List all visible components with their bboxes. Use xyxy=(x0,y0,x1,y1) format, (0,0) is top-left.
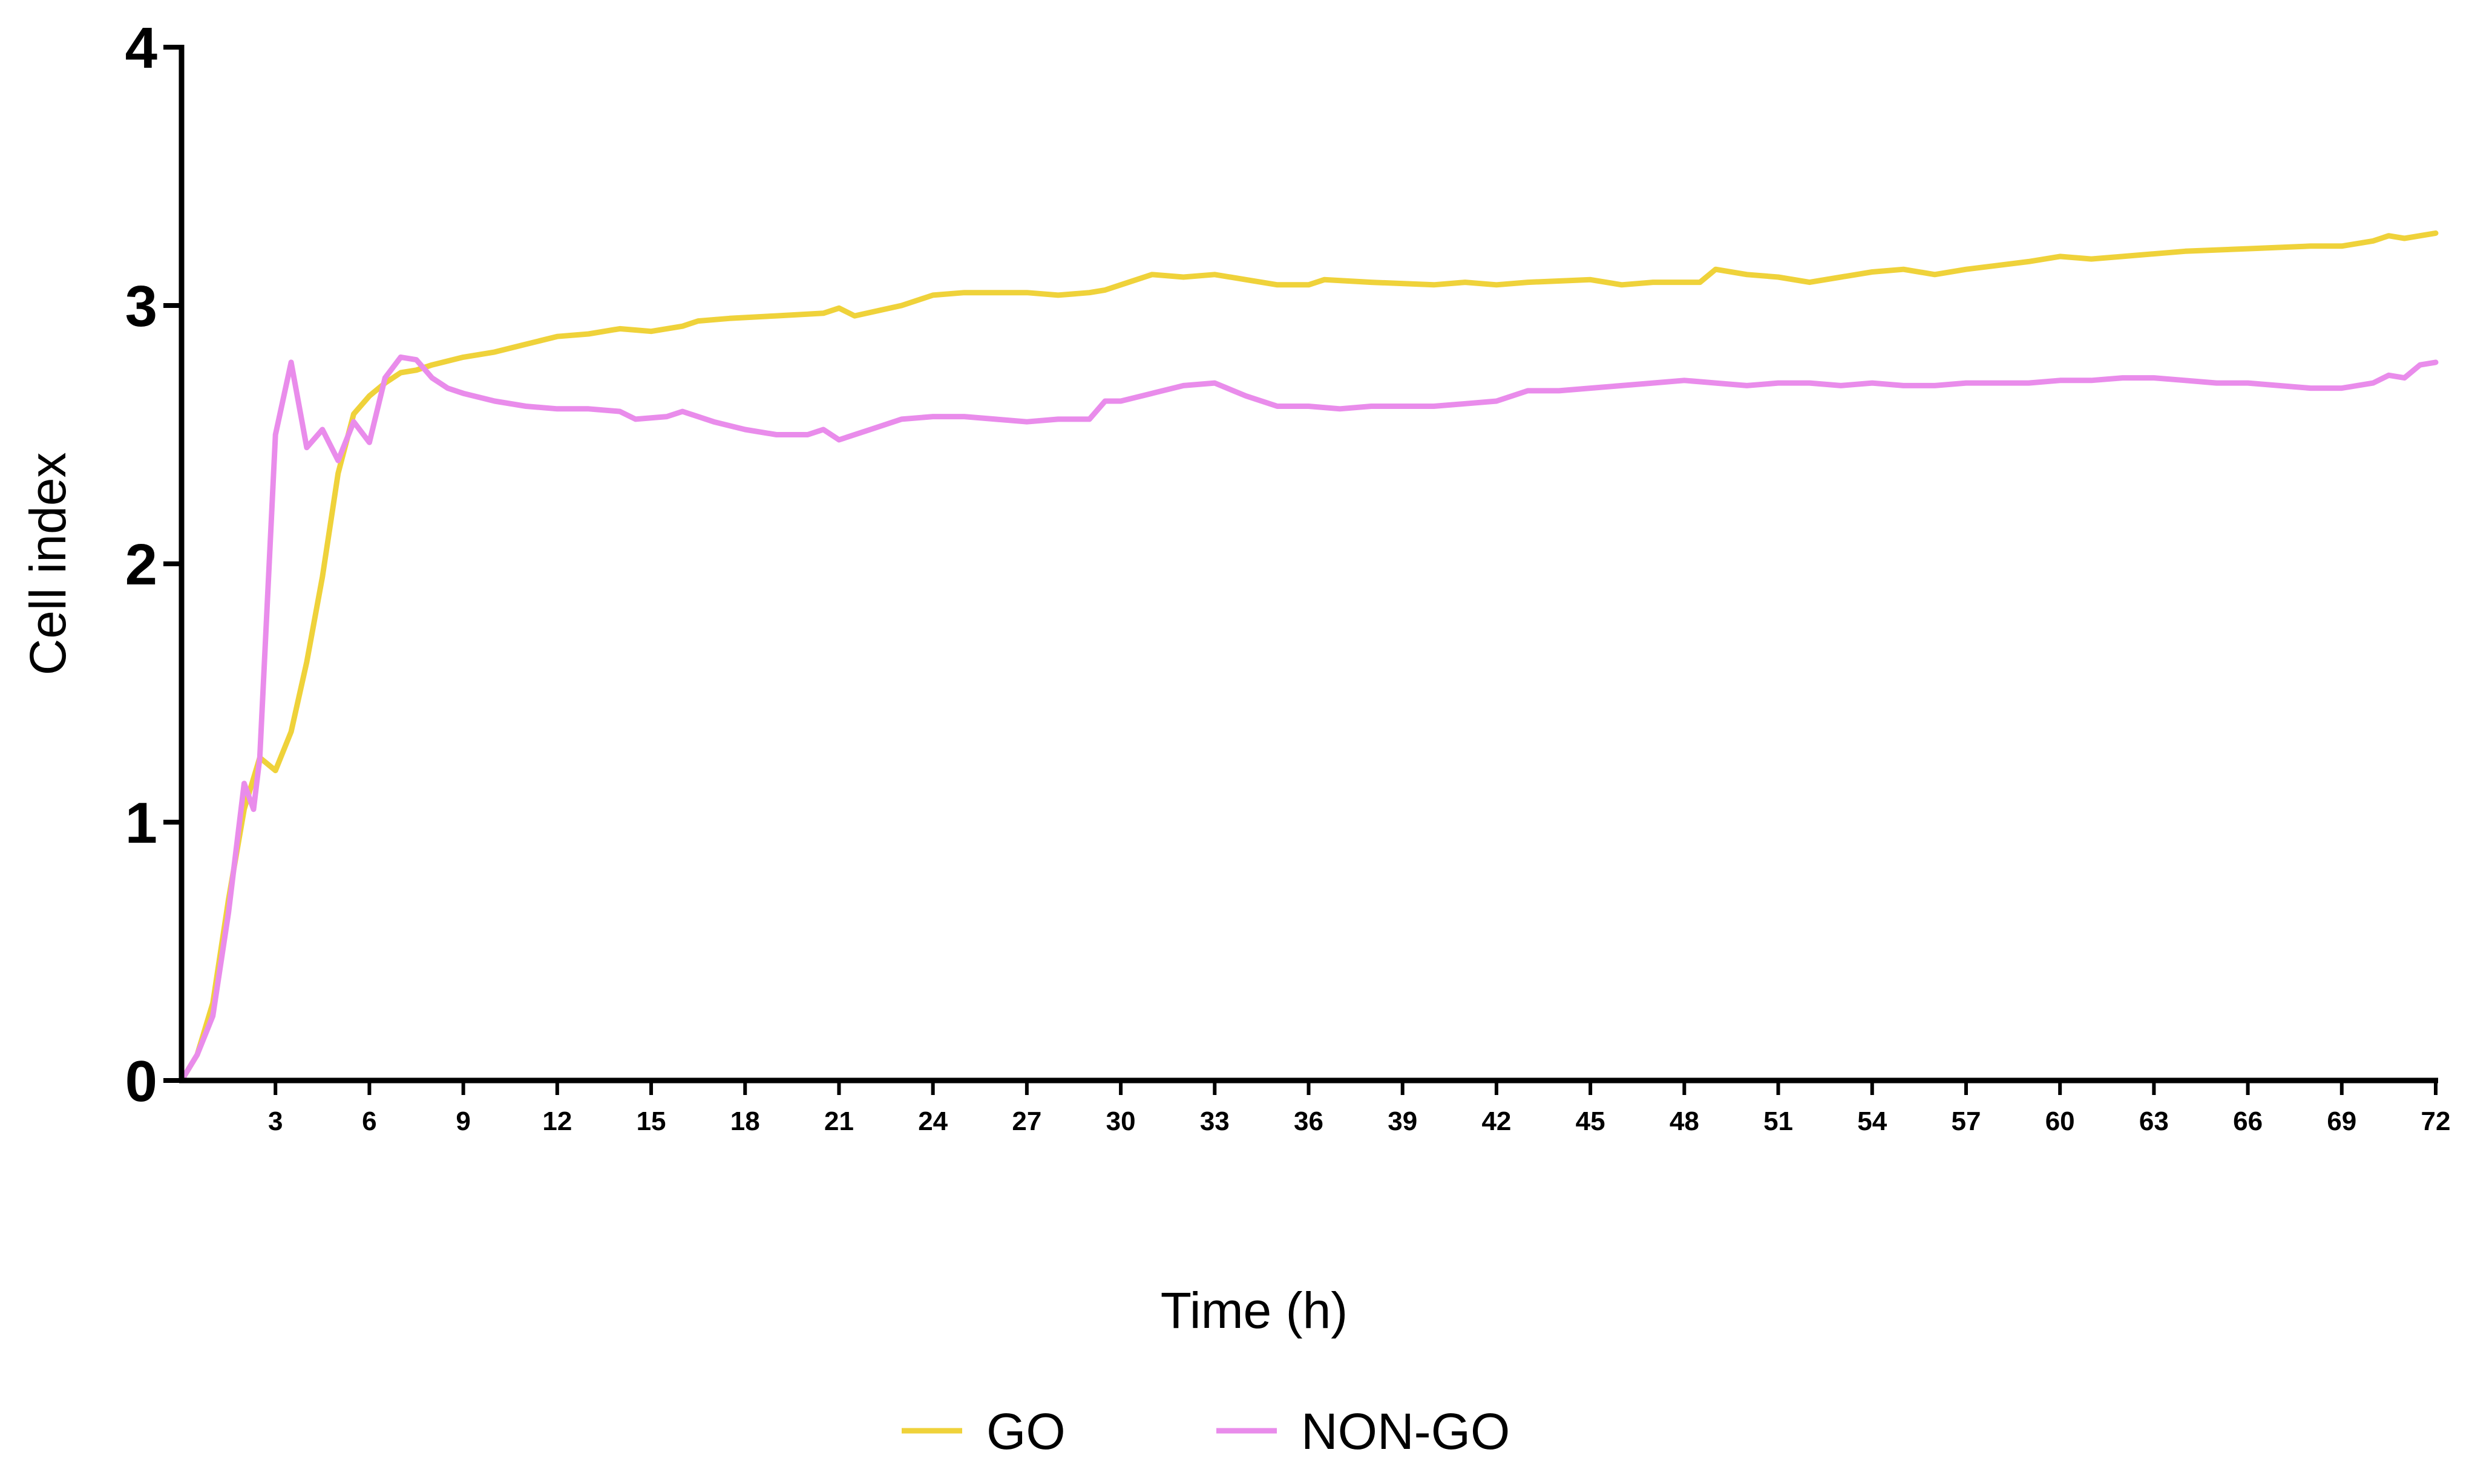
axis-labels: Cell index Time (h) xyxy=(19,453,1348,1339)
y-tick-label: 1 xyxy=(125,791,157,855)
plot-area xyxy=(179,230,2439,1084)
x-tick-label: 39 xyxy=(1388,1106,1417,1136)
legend: GO NON-GO xyxy=(902,1403,1510,1460)
x-tick-label: 63 xyxy=(2139,1106,2169,1136)
y-axis-title: Cell index xyxy=(19,453,76,676)
x-tick-label: 12 xyxy=(542,1106,572,1136)
y-tick-label: 3 xyxy=(125,274,157,339)
x-tick-label: 3 xyxy=(268,1106,283,1136)
series-line-go xyxy=(179,230,2439,1084)
x-axis-title: Time (h) xyxy=(1161,1282,1348,1339)
x-tick-label: 66 xyxy=(2233,1106,2263,1136)
x-tick-label: 45 xyxy=(1576,1106,1605,1136)
x-tick-label: 33 xyxy=(1200,1106,1230,1136)
x-tick-label: 15 xyxy=(637,1106,666,1136)
x-tick-label: 21 xyxy=(824,1106,854,1136)
y-tick-label: 2 xyxy=(125,532,157,597)
x-tick-label: 30 xyxy=(1106,1106,1136,1136)
x-tick-label: 24 xyxy=(918,1106,948,1136)
x-tick-label: 6 xyxy=(362,1106,376,1136)
x-tick-label: 72 xyxy=(2421,1106,2451,1136)
x-tick-label: 18 xyxy=(730,1106,760,1136)
x-tick-label: 36 xyxy=(1294,1106,1323,1136)
x-tick-label: 54 xyxy=(1857,1106,1887,1136)
x-tick-label: 27 xyxy=(1012,1106,1041,1136)
series-line-non-go xyxy=(179,354,2439,1084)
x-tick-label: 42 xyxy=(1481,1106,1511,1136)
x-tick-label: 60 xyxy=(2045,1106,2075,1136)
legend-label-non-go: NON-GO xyxy=(1301,1403,1510,1460)
y-tick-label: 0 xyxy=(125,1049,157,1114)
x-tick-label: 51 xyxy=(1763,1106,1793,1136)
x-tick-label: 57 xyxy=(1951,1106,1981,1136)
x-tick-label: 9 xyxy=(456,1106,470,1136)
x-tick-label: 69 xyxy=(2327,1106,2356,1136)
x-tick-label: 48 xyxy=(1670,1106,1699,1136)
y-tick-label: 4 xyxy=(125,16,157,80)
legend-label-go: GO xyxy=(986,1403,1066,1460)
